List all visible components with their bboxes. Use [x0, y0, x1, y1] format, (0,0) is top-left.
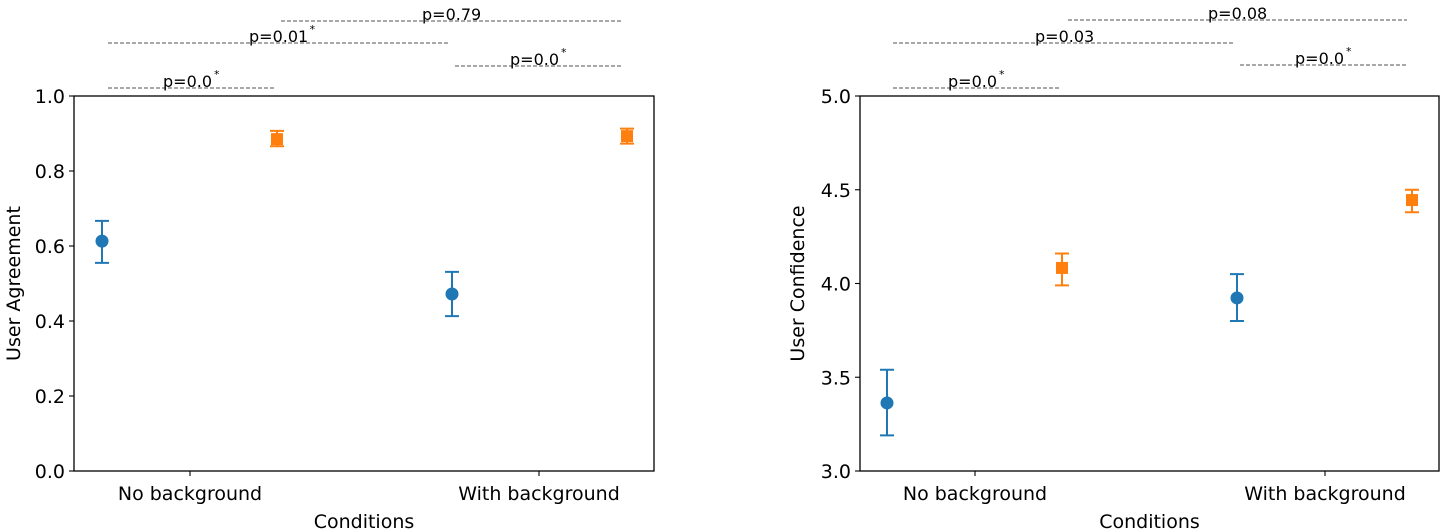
x-tick-label: With background — [1244, 483, 1406, 505]
y-tick-label: 4.5 — [821, 180, 851, 202]
y-tick-label: 0.6 — [35, 236, 65, 258]
y-tick-label: 0.4 — [35, 311, 65, 333]
x-tick-label: No background — [118, 483, 262, 505]
data-point — [1055, 252, 1069, 287]
y-axis-label: User Agreement — [3, 206, 25, 361]
square-marker — [271, 133, 283, 146]
p-value-label: p=0.08 — [1208, 4, 1267, 23]
user-agreement-chart: 0.0 0.2 0.4 0.6 0.8 1.0 No background With back… — [3, 5, 655, 531]
y-tick-label: 5.0 — [821, 86, 851, 108]
y-tick-label: 3.5 — [821, 367, 851, 389]
y-tick-label: 4.0 — [821, 274, 851, 296]
square-marker — [621, 130, 633, 143]
square-marker — [1056, 261, 1068, 274]
circle-marker — [880, 396, 894, 410]
x-axis-label: Conditions — [1099, 511, 1200, 531]
data-point — [95, 219, 109, 264]
user-confidence-chart: 3.0 3.5 4.0 4.5 5.0 No background With backgro… — [787, 4, 1440, 531]
significance-star: * — [999, 68, 1005, 81]
significance-annotation: p=0.03 — [893, 27, 1235, 46]
significance-annotation: p=0.0 * — [893, 68, 1060, 91]
data-point — [1230, 273, 1244, 322]
significance-annotation: p=0.08 — [1068, 4, 1407, 23]
x-tick-label: No background — [903, 483, 1047, 505]
p-value-label: p=0.79 — [422, 5, 481, 24]
significance-annotation: p=0.0 * — [455, 46, 622, 69]
significance-annotation: p=0.01 * — [108, 23, 448, 46]
significance-star: * — [1346, 45, 1352, 58]
y-tick-label: 1.0 — [35, 86, 65, 108]
data-point — [445, 270, 459, 318]
y-axis-label: User Confidence — [787, 205, 809, 361]
y-tick-label: 3.0 — [821, 461, 851, 483]
x-tick-label: With background — [458, 483, 620, 505]
data-point — [620, 127, 634, 145]
significance-annotation: p=0.79 — [281, 5, 622, 24]
data-point — [270, 129, 284, 148]
y-tick-label: 0.8 — [35, 161, 65, 183]
significance-annotation: p=0.0 * — [1240, 45, 1407, 68]
significance-annotation: p=0.0 * — [108, 68, 274, 91]
circle-marker — [1230, 291, 1244, 305]
data-point — [880, 368, 894, 437]
p-value-label: p=0.0 — [948, 72, 997, 91]
plot-frame — [859, 95, 1440, 472]
p-value-label: p=0.0 — [1295, 49, 1344, 68]
y-tick-label: 0.2 — [35, 386, 65, 408]
significance-star: * — [310, 23, 316, 36]
square-marker — [1406, 194, 1418, 207]
data-point — [1405, 188, 1419, 214]
significance-star: * — [561, 46, 567, 59]
p-value-label: p=0.0 — [510, 50, 559, 69]
circle-marker — [95, 234, 109, 248]
p-value-label: p=0.0 — [163, 72, 212, 91]
p-value-label: p=0.01 — [249, 27, 308, 46]
y-tick-label: 0.0 — [35, 461, 65, 483]
significance-star: * — [214, 68, 220, 81]
plot-frame — [73, 95, 655, 472]
circle-marker — [445, 287, 459, 301]
x-axis-label: Conditions — [314, 511, 415, 531]
p-value-label: p=0.03 — [1035, 27, 1094, 46]
